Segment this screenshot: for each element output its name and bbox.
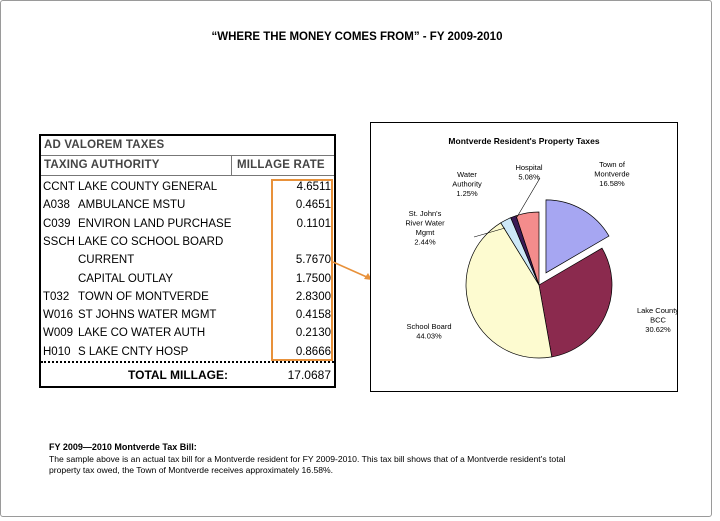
millage-rate: 2.8300 bbox=[295, 290, 331, 303]
tax-authority-name: ST JOHNS WATER MGMT bbox=[78, 309, 217, 322]
tax-authority-name: LAKE COUNTY GENERAL bbox=[78, 181, 218, 193]
table-row: CCNT LAKE COUNTY GENERAL 4.6511 bbox=[41, 178, 334, 196]
leader-line-stjohns bbox=[473, 227, 506, 238]
table-row: A038 AMBULANCE MSTU 0.4651 bbox=[41, 196, 334, 214]
tax-code: H010 bbox=[43, 345, 71, 358]
tax-code: C039 bbox=[43, 217, 71, 230]
slice-label-water: Water Authority 1.25% bbox=[452, 170, 482, 198]
column-header-rate: MILLAGE RATE bbox=[237, 159, 325, 171]
tax-code: A038 bbox=[43, 199, 70, 212]
tax-authority-name: CAPITAL OUTLAY bbox=[78, 272, 174, 285]
footer-heading: FY 2009—2010 Montverde Tax Bill: bbox=[49, 442, 197, 452]
table-row: W009 LAKE CO WATER AUTH 0.2130 bbox=[41, 324, 334, 342]
pie-slice-town-of-montverde bbox=[545, 199, 610, 274]
dotted-divider bbox=[41, 361, 334, 363]
table-row: CAPITAL OUTLAY 1.7500 bbox=[41, 270, 334, 288]
slice-label-hospital: Hospital 5.08% bbox=[515, 163, 542, 182]
millage-rate: 4.6511 bbox=[296, 181, 331, 193]
slice-label-lake: Lake County BCC 30.62% bbox=[637, 306, 677, 334]
footer-line-1: The sample above is an actual tax bill f… bbox=[49, 454, 566, 464]
chart-title: Montverde Resident's Property Taxes bbox=[448, 136, 600, 146]
millage-rate: 0.4651 bbox=[295, 199, 331, 212]
tax-authority-name: TOWN OF MONTVERDE bbox=[78, 290, 209, 303]
leader-line-water bbox=[516, 177, 541, 218]
slice-label-stjohn: St. John's River Water Mgmt 2.44% bbox=[405, 209, 445, 247]
pie-slice-lake-county-bcc bbox=[538, 247, 613, 358]
table-row: H010 S LAKE CNTY HOSP 0.8666 bbox=[41, 343, 334, 361]
footer-line-2: property tax owed, the Town of Montverde… bbox=[49, 464, 334, 475]
millage-rate: 1.7500 bbox=[295, 272, 331, 285]
slice-label-town: Town of Montverde 16.58% bbox=[594, 160, 629, 188]
tax-code: W009 bbox=[43, 327, 74, 340]
section-header: AD VALOREM TAXES bbox=[41, 136, 334, 156]
total-row: TOTAL MILLAGE: 17.0687 bbox=[41, 365, 334, 385]
footer-text: The sample above is an actual tax bill f… bbox=[49, 454, 689, 475]
tax-code: W016 bbox=[43, 309, 74, 322]
millage-rate: 5.7670 bbox=[295, 254, 331, 267]
slice-label-school: School Board 44.03% bbox=[406, 322, 451, 341]
millage-rate: 0.4158 bbox=[295, 309, 331, 322]
table-row: C039 ENVIRON LAND PURCHASE 0.1101 bbox=[41, 215, 334, 233]
pie-slice-hospital bbox=[515, 211, 540, 286]
millage-rate: 0.2130 bbox=[295, 327, 331, 340]
table-row: W016 ST JOHNS WATER MGMT 0.4158 bbox=[41, 306, 334, 324]
table-row: SSCH LAKE CO SCHOOL BOARD bbox=[41, 233, 334, 251]
millage-highlight-box bbox=[271, 179, 333, 361]
column-divider bbox=[231, 156, 232, 175]
column-header-authority: TAXING AUTHORITY bbox=[44, 159, 160, 171]
pie-chart: Town of Montverde 16.58% Lake County BCC 30.6… bbox=[405, 160, 677, 359]
tax-code: CCNT bbox=[43, 181, 75, 193]
tax-code: T032 bbox=[43, 290, 70, 303]
tax-authority-name: CURRENT bbox=[78, 254, 135, 267]
tax-code: SSCH bbox=[43, 235, 75, 248]
tax-authority-name: S LAKE CNTY HOSP bbox=[78, 345, 189, 358]
pie-slice-school-board bbox=[465, 222, 553, 359]
tax-bill-table: AD VALOREM TAXES TAXING AUTHORITY MILLAG… bbox=[39, 134, 336, 388]
column-header-row: TAXING AUTHORITY MILLAGE RATE bbox=[41, 156, 334, 176]
tax-authority-name: ENVIRON LAND PURCHASE bbox=[78, 217, 232, 230]
page-title: “WHERE THE MONEY COMES FROM” - FY 2009-2… bbox=[211, 31, 503, 43]
tax-authority-name: AMBULANCE MSTU bbox=[78, 199, 186, 212]
pie-chart-panel: Montverde Resident's Property Taxes Town… bbox=[370, 122, 678, 392]
table-row: CURRENT 5.7670 bbox=[41, 251, 334, 269]
total-value: 17.0687 bbox=[287, 368, 331, 382]
section-header-label: AD VALOREM TAXES bbox=[44, 139, 165, 151]
tax-authority-name: LAKE CO WATER AUTH bbox=[78, 327, 206, 340]
total-label: TOTAL MILLAGE: bbox=[128, 368, 228, 382]
millage-rate: 0.1101 bbox=[296, 217, 331, 230]
tax-authority-name: LAKE CO SCHOOL BOARD bbox=[78, 235, 224, 248]
table-row: T032 TOWN OF MONTVERDE 2.8300 bbox=[41, 288, 334, 306]
millage-rate: 0.8666 bbox=[295, 345, 331, 358]
